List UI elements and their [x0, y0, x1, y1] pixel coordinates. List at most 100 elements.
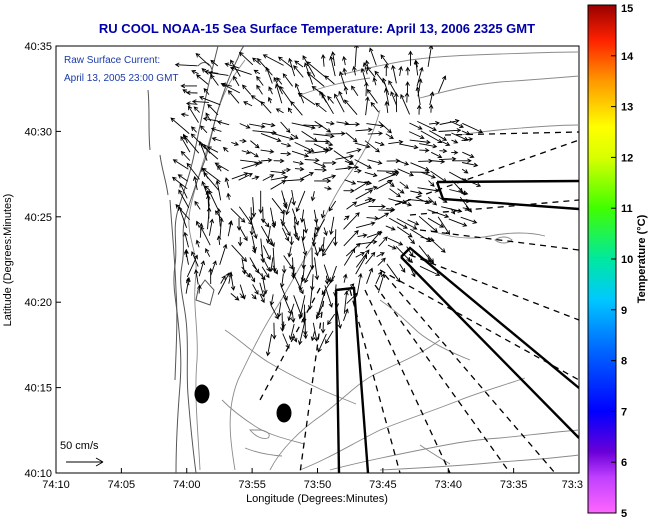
current-vector-arrow [462, 151, 475, 159]
current-vector-arrow [231, 141, 239, 146]
current-vector-arrow [384, 63, 389, 77]
y-axis-label: Latitude (Degrees:Minutes) [2, 194, 14, 327]
x-axis-label: Longitude (Degrees:Minutes) [246, 493, 388, 505]
current-vector-arrow [268, 86, 273, 95]
current-vector-arrow [210, 260, 217, 276]
current-vector-arrow [195, 52, 210, 66]
current-vector-arrow [420, 130, 443, 143]
current-vector-arrow [346, 292, 358, 304]
current-vector-arrow [441, 140, 451, 146]
current-vector-arrow [260, 157, 273, 163]
current-vector-arrow [354, 46, 359, 68]
current-vector-arrow [310, 191, 316, 202]
current-vector-arrow [385, 133, 394, 140]
current-vector-arrow [292, 333, 298, 343]
current-vector-arrow [186, 162, 200, 180]
current-vector-arrow [310, 331, 316, 342]
current-vector-arrow [219, 243, 228, 265]
current-vector-arrow [261, 266, 270, 279]
current-vector-arrow [217, 120, 230, 126]
current-vector-arrow [214, 162, 229, 172]
current-vector-arrow [262, 218, 270, 228]
current-vector-arrow [327, 95, 334, 104]
current-vector-arrow [293, 65, 304, 78]
current-vector-arrow [364, 185, 378, 191]
current-vector-arrow [387, 237, 404, 246]
current-vector-arrow [355, 254, 368, 275]
current-vector-arrow [315, 102, 327, 113]
current-vector-arrow [238, 51, 254, 66]
current-vector-arrow [389, 188, 401, 198]
current-vector-arrow [394, 92, 399, 113]
current-vector-arrow [250, 95, 263, 104]
current-vector-arrow [301, 172, 314, 179]
current-vector-arrow [270, 175, 289, 181]
current-vector-arrow [323, 160, 337, 166]
colorbar-tick-label: 6 [621, 457, 627, 469]
current-vector-arrow [366, 267, 374, 284]
current-vector-arrow [262, 54, 284, 66]
current-vector-arrow [290, 133, 299, 139]
colorbar-tick-label: 9 [621, 305, 627, 317]
current-vector-arrow [303, 219, 308, 234]
x-tick-label: 73:40 [434, 479, 462, 491]
current-vector-arrow [211, 137, 222, 142]
current-vector-arrow [360, 67, 367, 85]
current-vector-arrow [325, 131, 346, 136]
current-vector-arrow [364, 171, 378, 178]
current-vector-arrow [386, 263, 401, 283]
current-vector-arrow [399, 181, 409, 189]
current-vector-arrow [214, 210, 222, 219]
current-vector-arrow [174, 62, 198, 68]
current-vector-arrow [291, 190, 296, 206]
current-vector-arrow [324, 275, 330, 285]
colorbar-tick-label: 12 [621, 152, 633, 164]
current-vector-arrow [419, 143, 438, 149]
current-vector-arrow [461, 178, 482, 188]
current-vector-arrow [304, 157, 320, 163]
current-vector-arrow [277, 56, 293, 68]
current-vector-arrow [405, 81, 410, 93]
current-vector-arrow [183, 231, 189, 248]
current-vector-arrow [297, 320, 306, 346]
current-vector-arrow [262, 174, 275, 181]
current-vector-arrow [256, 58, 273, 76]
x-tick-label: 74:00 [173, 479, 201, 491]
current-vector-arrow [291, 150, 310, 158]
current-vector-arrow [406, 257, 413, 264]
current-vector-arrow [365, 96, 370, 116]
current-vector-arrow [239, 227, 248, 242]
current-vector-arrow [377, 257, 386, 266]
current-vector-arrow [224, 177, 230, 189]
current-vector-arrow [325, 330, 334, 345]
current-vector-arrow [180, 135, 191, 153]
current-vector-arrow [220, 275, 226, 284]
current-vector-arrow [253, 69, 261, 75]
current-vector-arrow [191, 99, 209, 104]
current-vector-arrow [220, 82, 241, 94]
current-vector-arrow [204, 185, 210, 191]
current-vector-arrow [287, 303, 295, 322]
current-vector-arrow [365, 230, 382, 249]
current-vector-arrow [427, 217, 445, 228]
current-vector-arrow [275, 108, 284, 114]
current-vector-arrow [281, 321, 286, 329]
current-vector-arrow [367, 159, 383, 165]
current-vector-arrow [429, 130, 448, 141]
current-vector-arrow [259, 282, 266, 298]
current-vector-arrow [312, 148, 330, 154]
current-vector-arrow [186, 254, 198, 278]
current-vector-arrow [230, 273, 236, 291]
current-vector-arrow [261, 273, 268, 295]
current-vector-arrow [357, 233, 368, 238]
current-vector-arrow [364, 81, 369, 97]
current-vector-arrow [396, 218, 418, 230]
plot-area [55, 45, 580, 474]
current-vector-arrow [217, 165, 222, 172]
current-vector-arrow [397, 188, 405, 194]
current-vector-arrow [307, 286, 313, 310]
current-vector-arrow [407, 219, 420, 226]
current-vector-arrow [314, 167, 328, 173]
current-vector-arrow [342, 55, 347, 66]
current-vector-arrow [417, 187, 440, 193]
